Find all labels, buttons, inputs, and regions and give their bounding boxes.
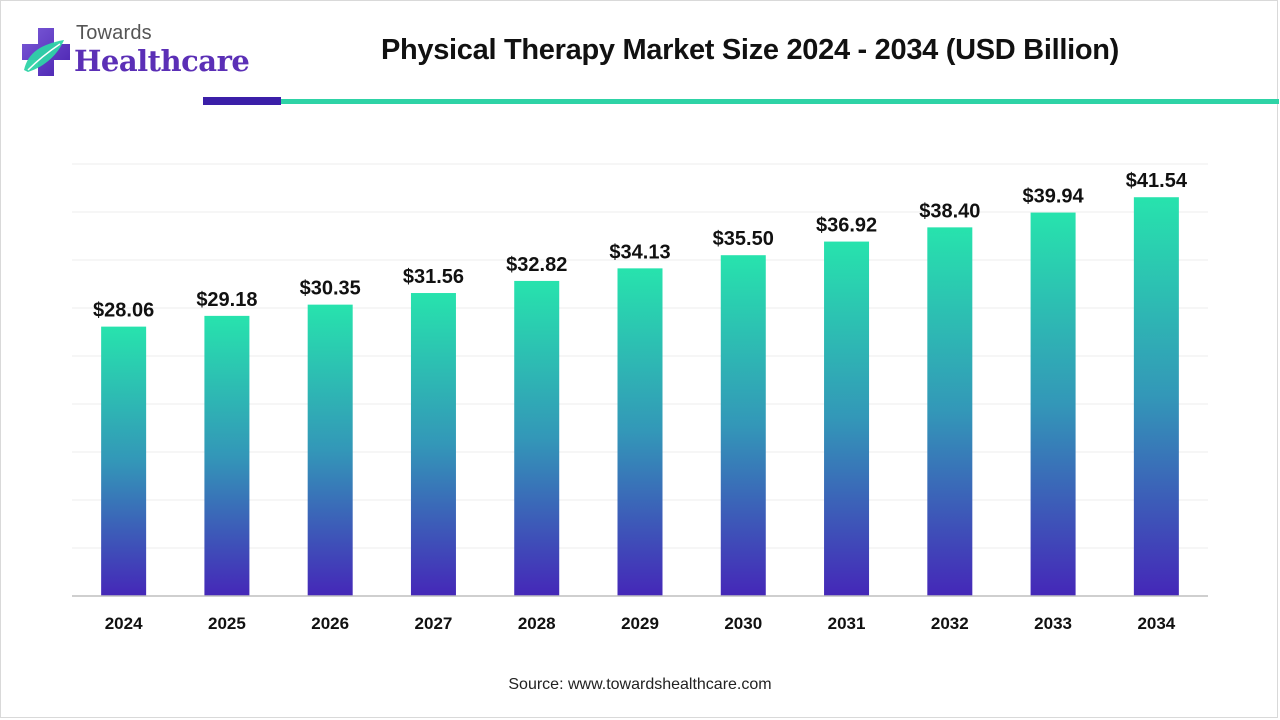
x-tick-label-2025: 2025 [208,614,246,633]
bar-2025 [204,315,250,596]
medical-cross-leaf-icon [22,28,70,76]
bar-2032 [927,227,973,597]
data-label-2026: $30.35 [300,278,361,300]
data-label-2031: $36.92 [816,215,877,237]
data-label-2029: $34.13 [609,241,670,263]
data-label-2024: $28.06 [93,300,154,322]
brand-line-2: Healthcare [74,44,250,78]
bar-2024 [101,326,147,596]
x-tick-label-2033: 2033 [1034,614,1072,633]
bar-2030 [720,255,766,596]
x-tick-label-2028: 2028 [518,614,556,633]
x-tick-label-2024: 2024 [105,614,143,633]
data-label-2030: $35.50 [713,228,774,250]
x-tick-label-2030: 2030 [724,614,762,633]
brand-line-1: Towards [76,22,152,44]
bar-2033 [1030,212,1076,597]
data-label-2032: $38.40 [919,200,980,222]
x-tick-label-2029: 2029 [621,614,659,633]
source-note: Source: www.towardshealthcare.com [508,676,772,693]
data-label-2027: $31.56 [403,266,464,288]
brand-logo: Towards Healthcare [20,20,250,82]
x-tick-label-2032: 2032 [931,614,969,633]
bar-2029 [617,268,663,596]
x-tick-label-2027: 2027 [415,614,453,633]
data-label-2025: $29.18 [196,289,257,311]
x-tick-label-2034: 2034 [1137,614,1175,633]
bar-2027 [410,293,456,596]
data-label-2034: $41.54 [1126,170,1188,192]
x-tick-label-2031: 2031 [828,614,866,633]
bar-2034 [1133,197,1179,596]
chart-title: Physical Therapy Market Size 2024 - 2034… [380,34,1120,66]
bar-2028 [514,280,560,596]
title-underline-teal [281,99,1279,104]
title-underline-dark [203,97,281,105]
data-label-2028: $32.82 [506,254,567,276]
bar-2026 [307,304,353,596]
data-label-2033: $39.94 [1023,186,1085,208]
bar-2031 [824,241,870,596]
x-tick-label-2026: 2026 [311,614,349,633]
